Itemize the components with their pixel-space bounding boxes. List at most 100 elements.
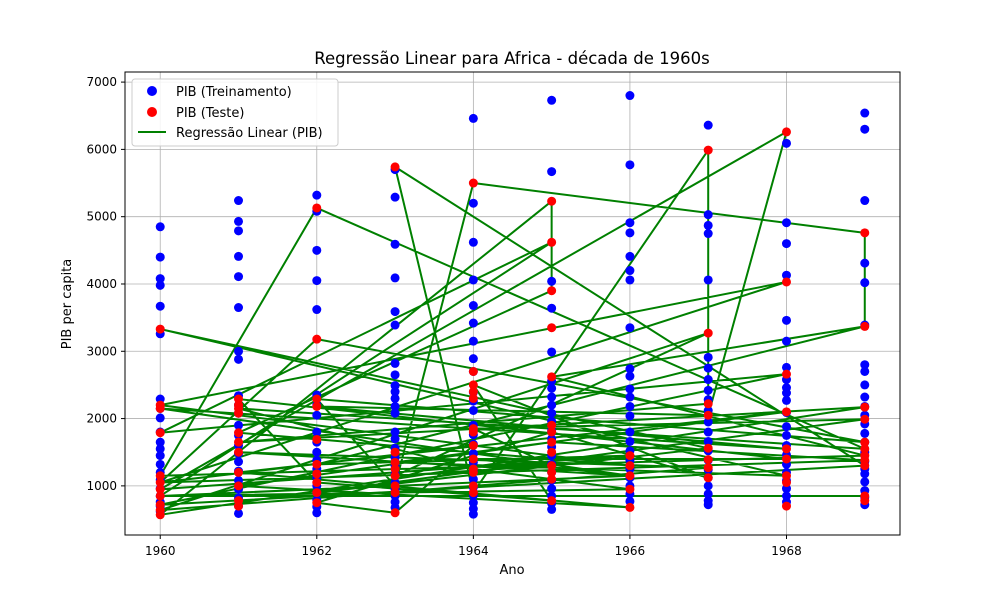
test-point bbox=[781, 454, 791, 464]
test-point bbox=[234, 501, 244, 511]
train-point bbox=[390, 434, 400, 444]
legend-marker-test bbox=[147, 107, 157, 117]
test-point bbox=[312, 469, 322, 479]
train-point bbox=[234, 508, 244, 518]
test-point bbox=[312, 498, 322, 508]
test-point bbox=[234, 428, 244, 438]
test-point bbox=[468, 467, 478, 477]
test-point bbox=[547, 496, 557, 506]
train-point bbox=[625, 251, 635, 261]
test-point bbox=[781, 369, 791, 379]
test-point bbox=[547, 437, 557, 447]
test-point bbox=[625, 471, 635, 481]
train-point bbox=[703, 120, 713, 130]
train-point bbox=[703, 481, 713, 491]
train-point bbox=[390, 307, 400, 317]
test-point bbox=[703, 328, 713, 338]
test-point bbox=[860, 321, 870, 331]
test-point bbox=[703, 145, 713, 155]
test-point bbox=[312, 478, 322, 488]
train-point bbox=[234, 216, 244, 226]
train-point bbox=[468, 275, 478, 285]
test-point bbox=[155, 478, 165, 488]
train-point bbox=[781, 315, 791, 325]
train-point bbox=[547, 484, 557, 494]
test-point bbox=[155, 471, 165, 481]
test-point bbox=[468, 488, 478, 498]
train-point bbox=[781, 138, 791, 148]
test-point bbox=[234, 408, 244, 418]
train-point bbox=[155, 222, 165, 232]
test-point bbox=[390, 471, 400, 481]
test-point bbox=[860, 437, 870, 447]
test-point bbox=[781, 127, 791, 137]
train-point bbox=[468, 198, 478, 208]
train-point bbox=[468, 509, 478, 519]
test-point bbox=[155, 428, 165, 438]
legend-box bbox=[131, 78, 339, 147]
train-point bbox=[625, 275, 635, 285]
test-point bbox=[625, 502, 635, 512]
test-point bbox=[468, 393, 478, 403]
train-point bbox=[703, 220, 713, 230]
train-point bbox=[860, 360, 870, 370]
train-point bbox=[625, 266, 635, 276]
test-point bbox=[625, 451, 635, 461]
test-point bbox=[312, 334, 322, 344]
test-point bbox=[312, 203, 322, 213]
y-tick-label: 2000 bbox=[86, 412, 117, 426]
test-point bbox=[312, 488, 322, 498]
test-point bbox=[547, 372, 557, 382]
train-point bbox=[703, 427, 713, 437]
train-point bbox=[860, 380, 870, 390]
test-point bbox=[468, 380, 478, 390]
train-point bbox=[234, 346, 244, 356]
test-point bbox=[155, 510, 165, 520]
x-axis-label: Ano bbox=[499, 563, 524, 578]
train-point bbox=[547, 303, 557, 313]
test-point bbox=[781, 407, 791, 417]
train-point bbox=[155, 252, 165, 262]
train-point bbox=[625, 364, 635, 374]
chart-title: Regressão Linear para Africa - década de… bbox=[314, 49, 709, 68]
train-point bbox=[703, 363, 713, 373]
y-tick-label: 4000 bbox=[86, 277, 117, 291]
test-point bbox=[468, 366, 478, 376]
test-point bbox=[781, 277, 791, 287]
test-point bbox=[390, 464, 400, 474]
test-point bbox=[234, 467, 244, 477]
train-point bbox=[390, 192, 400, 202]
test-points bbox=[155, 127, 870, 520]
test-point bbox=[468, 454, 478, 464]
train-point bbox=[312, 276, 322, 286]
train-point bbox=[703, 500, 713, 510]
train-point bbox=[468, 301, 478, 311]
test-point bbox=[703, 410, 713, 420]
test-point bbox=[547, 323, 557, 333]
y-tick-label: 1000 bbox=[86, 479, 117, 493]
train-point bbox=[390, 401, 400, 411]
train-point bbox=[390, 387, 400, 397]
test-point bbox=[312, 459, 322, 469]
test-point bbox=[547, 467, 557, 477]
legend-label-line: Regressão Linear (PIB) bbox=[176, 126, 323, 141]
y-tick-label: 7000 bbox=[86, 75, 117, 89]
test-point bbox=[860, 496, 870, 506]
y-axis-ticks: 1000 2000 3000 4000 5000 6000 7000 bbox=[86, 75, 125, 493]
plot-frame bbox=[124, 71, 901, 536]
train-point bbox=[234, 420, 244, 430]
test-point bbox=[781, 501, 791, 511]
test-point bbox=[860, 414, 870, 424]
train-point bbox=[234, 251, 244, 261]
train-point bbox=[390, 427, 400, 437]
test-point bbox=[547, 461, 557, 471]
train-point bbox=[703, 489, 713, 499]
test-point bbox=[234, 447, 244, 457]
train-point bbox=[547, 95, 557, 105]
train-point bbox=[468, 336, 478, 346]
test-point bbox=[390, 457, 400, 467]
train-point bbox=[312, 427, 322, 437]
test-point bbox=[781, 471, 791, 481]
train-point bbox=[625, 427, 635, 437]
test-point bbox=[547, 420, 557, 430]
